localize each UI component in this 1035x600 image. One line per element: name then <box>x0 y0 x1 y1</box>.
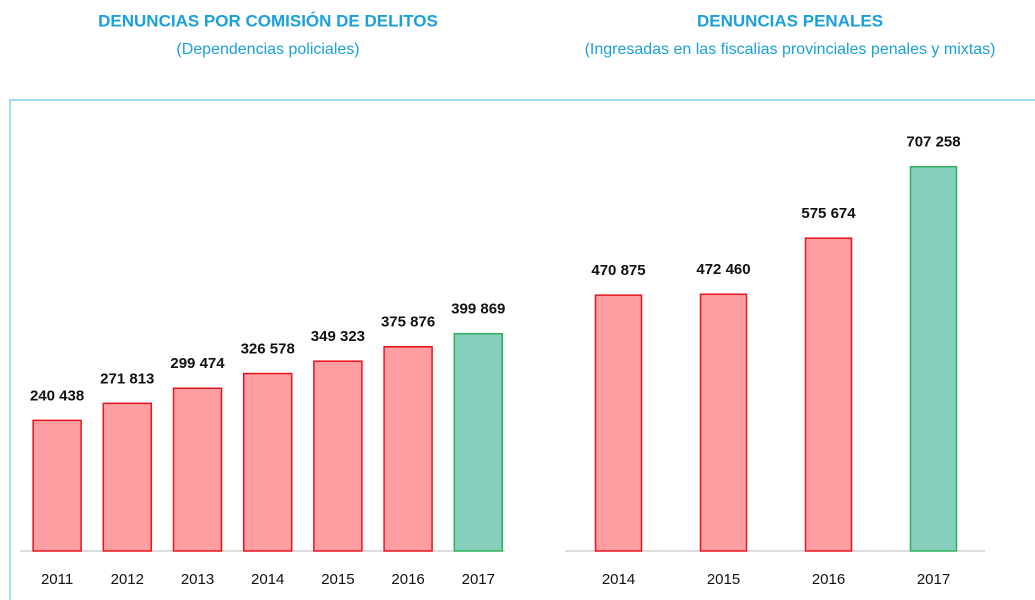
bar <box>102 402 153 552</box>
value-label: 271 813 <box>100 370 154 387</box>
bar <box>242 372 293 552</box>
value-label: 472 460 <box>696 261 750 278</box>
value-label: 240 438 <box>30 387 84 404</box>
value-label: 707 258 <box>906 134 960 151</box>
x-tick-label: 2015 <box>321 571 354 588</box>
x-tick-label: 2014 <box>251 571 284 588</box>
value-label: 399 869 <box>451 301 505 318</box>
chart-title: DENUNCIAS POR COMISIÓN DE DELITOS <box>98 11 438 30</box>
bar <box>699 293 748 552</box>
value-label: 326 578 <box>241 341 295 358</box>
bar <box>172 387 223 552</box>
x-tick-label: 2016 <box>391 571 424 588</box>
bar <box>804 237 853 552</box>
x-tick-label: 2016 <box>812 571 845 588</box>
bar <box>453 332 504 552</box>
bar <box>383 346 433 552</box>
chart-title: DENUNCIAS PENALES <box>697 11 883 30</box>
x-tick-label: 2017 <box>462 571 495 588</box>
bar <box>313 360 363 552</box>
bar <box>32 419 82 552</box>
bar <box>909 165 958 552</box>
x-tick-label: 2011 <box>41 571 73 588</box>
x-tick-label: 2013 <box>181 571 214 588</box>
x-tick-label: 2015 <box>707 571 740 588</box>
value-label: 575 674 <box>801 205 856 222</box>
value-label: 349 323 <box>311 328 365 345</box>
x-tick-label: 2012 <box>111 571 144 588</box>
bar <box>594 294 643 552</box>
chart-subtitle: (Ingresadas en las fiscalias provinciale… <box>585 41 996 58</box>
value-label: 299 474 <box>170 355 225 372</box>
frame <box>9 99 1035 600</box>
x-tick-label: 2014 <box>602 571 635 588</box>
value-label: 375 876 <box>381 314 435 331</box>
x-tick-label: 2017 <box>917 571 950 588</box>
chart-subtitle: (Dependencias policiales) <box>176 41 359 58</box>
value-label: 470 875 <box>591 262 645 279</box>
